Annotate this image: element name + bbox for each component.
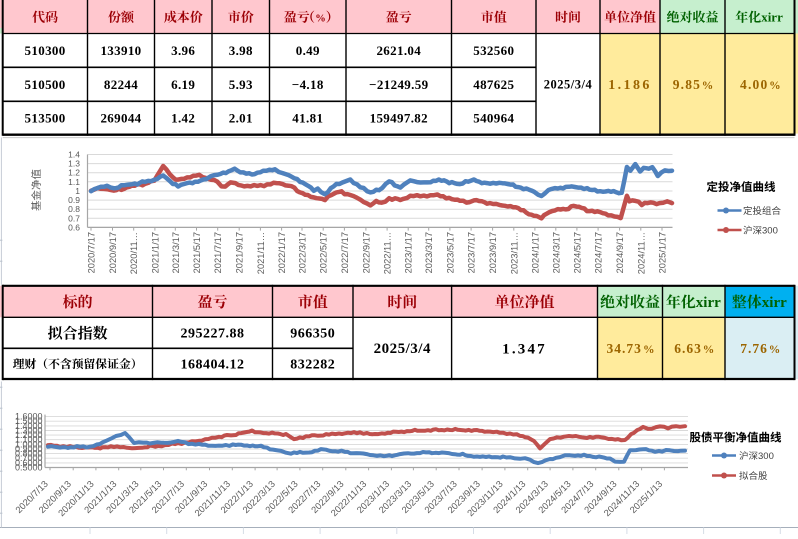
svg-text:2022/3/17: 2022/3/17 [298, 232, 308, 273]
svg-text:2021/1/17: 2021/1/17 [150, 232, 160, 273]
svg-text:%: % [703, 344, 715, 356]
svg-text:7.76: 7.76 [740, 341, 768, 356]
svg-text:2023/11…: 2023/11… [509, 232, 519, 274]
svg-text:1: 1 [75, 186, 80, 196]
svg-text:−4.18: −4.18 [292, 77, 324, 92]
svg-text:0.49: 0.49 [296, 43, 320, 58]
svg-text:2021/3/17: 2021/3/17 [171, 232, 181, 273]
svg-text:2021/7/17: 2021/7/17 [213, 232, 223, 273]
svg-text:2022/5/17: 2022/5/17 [319, 232, 329, 273]
svg-text:0.8: 0.8 [68, 204, 80, 214]
svg-text:xirr: xirr [762, 295, 787, 311]
svg-text:2023/9/17: 2023/9/17 [488, 232, 498, 273]
svg-text:xirr: xirr [696, 295, 721, 311]
svg-text:xirr: xirr [761, 10, 783, 25]
svg-text:1.2: 1.2 [68, 168, 80, 178]
svg-text:6.63: 6.63 [674, 341, 702, 356]
svg-text:2024/1/17: 2024/1/17 [530, 232, 540, 273]
svg-text:1.42: 1.42 [171, 111, 195, 126]
svg-text:9.85: 9.85 [673, 77, 701, 92]
svg-text:2021/11…: 2021/11… [256, 232, 266, 274]
svg-text:82244: 82244 [104, 77, 138, 92]
svg-text:%: % [315, 14, 326, 25]
svg-text:2024/11…: 2024/11… [636, 232, 646, 274]
svg-text:2024/9/17: 2024/9/17 [615, 232, 625, 273]
svg-text:2023/3/17: 2023/3/17 [424, 232, 434, 273]
svg-text:133910: 133910 [100, 43, 141, 58]
svg-text:0.7: 0.7 [68, 213, 80, 223]
svg-text:5.93: 5.93 [229, 77, 253, 92]
svg-text:1.4: 1.4 [68, 150, 80, 160]
svg-text:2022/11…: 2022/11… [383, 232, 393, 274]
svg-text:487625: 487625 [473, 77, 514, 92]
svg-text:510300: 510300 [25, 43, 66, 58]
svg-text:510500: 510500 [25, 77, 66, 92]
svg-text:2020/7/17: 2020/7/17 [87, 232, 97, 273]
svg-text:2020/9/17: 2020/9/17 [108, 232, 118, 273]
svg-text:%: % [769, 80, 781, 92]
svg-text:4.00: 4.00 [740, 77, 768, 92]
svg-text:168404.12: 168404.12 [181, 358, 245, 373]
svg-text:2021/9/17: 2021/9/17 [235, 232, 245, 273]
svg-text:34.73: 34.73 [607, 341, 642, 356]
svg-text:832282: 832282 [290, 358, 335, 373]
svg-text:2022/9/17: 2022/9/17 [361, 232, 371, 273]
svg-text:3.96: 3.96 [171, 43, 195, 58]
svg-text:3.98: 3.98 [229, 43, 253, 58]
svg-text:−21249.59: −21249.59 [369, 77, 428, 92]
svg-text:300: 300 [762, 226, 778, 237]
svg-text:540964: 540964 [473, 111, 514, 126]
svg-text:2621.04: 2621.04 [376, 43, 421, 58]
svg-text:2023/1/17: 2023/1/17 [404, 232, 414, 273]
svg-text:%: % [769, 344, 781, 356]
svg-text:513500: 513500 [25, 111, 66, 126]
svg-text:2020/11…: 2020/11… [129, 232, 139, 274]
svg-text:2025/1/17: 2025/1/17 [658, 232, 668, 273]
svg-text:2022/7/17: 2022/7/17 [340, 232, 350, 273]
svg-text:1.1: 1.1 [68, 177, 80, 187]
svg-text:2025/3/4: 2025/3/4 [374, 341, 431, 357]
svg-text:269044: 269044 [100, 111, 141, 126]
svg-text:0.9: 0.9 [68, 195, 80, 205]
svg-text:295227.88: 295227.88 [181, 327, 245, 342]
svg-text:1.186: 1.186 [608, 78, 652, 93]
svg-text:%: % [702, 80, 714, 92]
svg-text:0.5000: 0.5000 [15, 462, 43, 472]
svg-text:532560: 532560 [473, 43, 514, 58]
svg-text:300: 300 [758, 451, 774, 462]
svg-text:2024/3/17: 2024/3/17 [551, 232, 561, 273]
svg-text:2023/7/17: 2023/7/17 [467, 232, 477, 273]
svg-text:2024/5/17: 2024/5/17 [572, 232, 582, 273]
svg-text:2021/5/17: 2021/5/17 [192, 232, 202, 273]
svg-text:2.01: 2.01 [229, 111, 253, 126]
svg-text:2025/3/4: 2025/3/4 [544, 78, 593, 92]
svg-text:1.347: 1.347 [502, 341, 547, 357]
svg-text:6.19: 6.19 [171, 77, 195, 92]
svg-text:966350: 966350 [290, 327, 335, 342]
svg-text:159497.82: 159497.82 [370, 111, 428, 126]
svg-text:2024/7/17: 2024/7/17 [594, 232, 604, 273]
svg-text:0.6: 0.6 [68, 222, 80, 232]
svg-text:1.3: 1.3 [68, 159, 80, 169]
svg-text:%: % [643, 344, 655, 356]
svg-text:2023/5/17: 2023/5/17 [445, 232, 455, 273]
svg-text:41.81: 41.81 [292, 111, 323, 126]
svg-text:2022/1/17: 2022/1/17 [277, 232, 287, 273]
